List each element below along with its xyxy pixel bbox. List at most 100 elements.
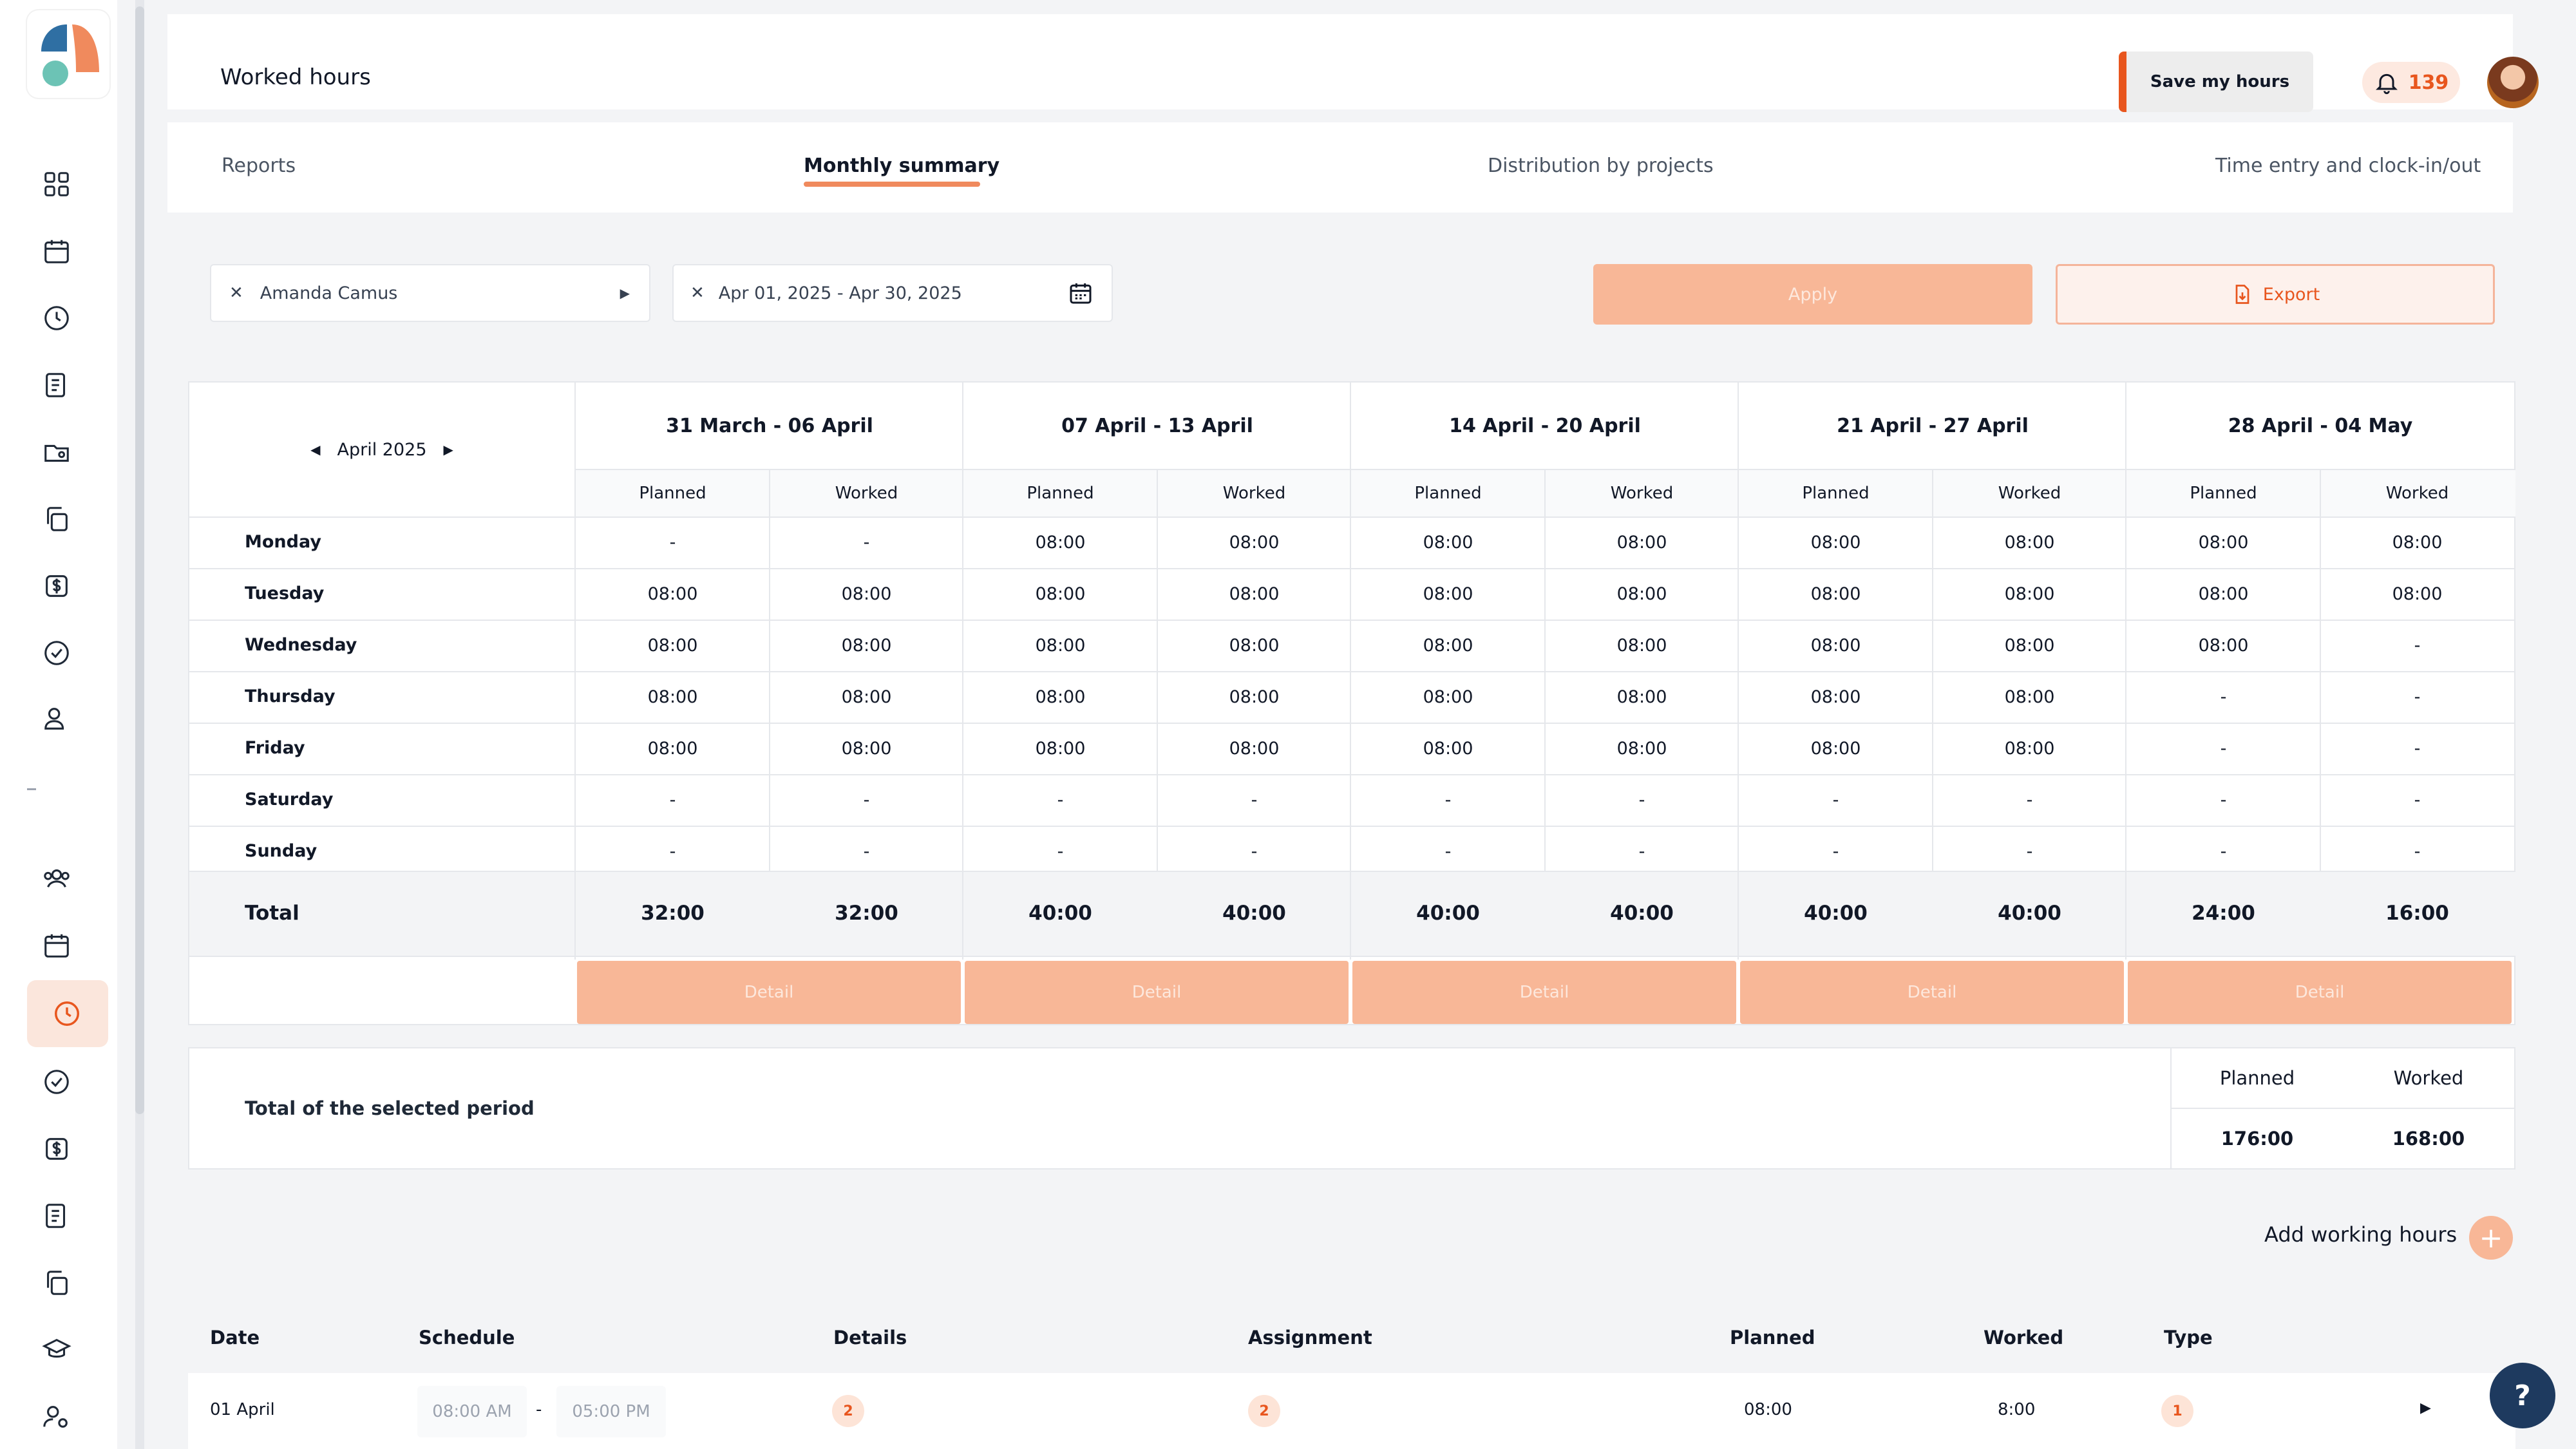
week-detail-button[interactable]: Detail: [965, 961, 1349, 1024]
week-header: 21 April - 27 April: [1837, 414, 2029, 437]
user-settings-icon[interactable]: [37, 699, 76, 738]
export-label: Export: [2262, 284, 2320, 305]
tab-distribution-by-projects[interactable]: Distribution by projects: [1488, 155, 1714, 177]
planned-hours-cell: 08:00: [1810, 635, 1861, 656]
subheader-background: [576, 470, 2515, 518]
dashboard-icon[interactable]: [37, 165, 76, 204]
worked-hours-cell: -: [863, 841, 870, 862]
user-select[interactable]: ✕ Amanda Camus ▶: [210, 264, 650, 322]
worked-hours-cell: 08:00: [841, 738, 892, 759]
notifications-button[interactable]: 139: [2362, 62, 2460, 103]
worked-hours-cell: -: [1638, 841, 1645, 862]
date-range-field[interactable]: ✕ Apr 01, 2025 - Apr 30, 2025: [672, 264, 1113, 322]
day-label: Friday: [245, 738, 305, 758]
help-button[interactable]: ?: [2490, 1363, 2555, 1428]
week-detail-button[interactable]: Detail: [1740, 961, 2124, 1024]
schedule-end-input[interactable]: 05:00 PM: [556, 1386, 666, 1437]
clock-icon[interactable]: [48, 994, 86, 1033]
scrollbar-thumb[interactable]: [135, 6, 144, 1114]
period-worked-value: 168:00: [2392, 1128, 2465, 1150]
week-detail-button[interactable]: Detail: [577, 961, 961, 1024]
report-icon[interactable]: [37, 1197, 76, 1235]
table-row[interactable]: 01 April 08:00 AM - 05:00 PM 2 2 08:00 8…: [188, 1373, 2515, 1449]
planned-hours-cell: -: [2220, 790, 2227, 810]
add-working-hours-label[interactable]: Add working hours: [2264, 1222, 2458, 1247]
column-header-type: Type: [2164, 1327, 2213, 1349]
planned-hours-cell: -: [1832, 841, 1839, 862]
caret-right-icon: ▶: [620, 285, 630, 301]
save-hours-button[interactable]: Save my hours: [2119, 52, 2313, 112]
planned-hours-cell: -: [669, 790, 676, 810]
dollar-icon[interactable]: [37, 567, 76, 605]
apply-button[interactable]: Apply: [1593, 264, 2032, 325]
planned-hours-cell: 08:00: [1035, 738, 1086, 759]
worked-hours-cell: 08:00: [841, 583, 892, 604]
day-label: Tuesday: [245, 583, 325, 603]
worked-hours-cell: -: [2414, 687, 2421, 707]
add-working-hours-button[interactable]: +: [2469, 1216, 2513, 1260]
grid-line: [2320, 470, 2321, 871]
team-icon[interactable]: [37, 859, 76, 898]
week-header: 14 April - 20 April: [1449, 414, 1641, 437]
total-worked-cell: 40:00: [1222, 902, 1286, 925]
grid-line: [576, 469, 2515, 470]
entries-table-header: Date Schedule Details Assignment Planned…: [188, 1302, 2515, 1373]
worked-hours-cell: -: [2414, 841, 2421, 862]
planned-hours-cell: -: [2220, 687, 2227, 707]
week-detail-button[interactable]: Detail: [2128, 961, 2512, 1024]
tab-reports[interactable]: Reports: [222, 155, 296, 177]
planned-hours-cell: 08:00: [1810, 583, 1861, 604]
worked-hours-cell: 08:00: [1229, 738, 1280, 759]
app-logo[interactable]: [27, 10, 109, 98]
total-planned-cell: 40:00: [1804, 902, 1868, 925]
dollar-icon[interactable]: [37, 1130, 76, 1168]
clear-user-icon[interactable]: ✕: [229, 283, 243, 303]
next-month-icon[interactable]: ▶: [443, 442, 453, 457]
page-scrollbar[interactable]: [135, 0, 144, 1449]
grid-line: [189, 826, 2515, 827]
folder-user-icon[interactable]: [37, 433, 76, 471]
copy-icon[interactable]: [37, 500, 76, 538]
calendar-icon[interactable]: [1068, 280, 1094, 306]
planned-hours-cell: 08:00: [647, 738, 698, 759]
copy-icon[interactable]: [37, 1264, 76, 1302]
calendar-icon[interactable]: [37, 232, 76, 270]
column-header-details: Details: [833, 1327, 907, 1349]
language-selector[interactable]: EN: [2573, 57, 2576, 108]
clock-icon[interactable]: [37, 299, 76, 337]
planned-hours-cell: -: [1057, 790, 1064, 810]
assignment-count-badge[interactable]: 2: [1248, 1395, 1280, 1427]
total-planned-cell: 24:00: [2192, 902, 2255, 925]
total-worked-cell: 40:00: [1998, 902, 2061, 925]
week-detail-button[interactable]: Detail: [1352, 961, 1736, 1024]
report-icon[interactable]: [37, 366, 76, 404]
schedule-start-input[interactable]: 08:00 AM: [417, 1386, 527, 1437]
calendar-icon[interactable]: [37, 926, 76, 965]
user-gear-icon[interactable]: [37, 1397, 76, 1436]
planned-column-header: Planned: [2190, 484, 2257, 503]
worked-column-header: Worked: [835, 484, 898, 503]
user-select-value: Amanda Camus: [260, 283, 398, 303]
period-divider: [2170, 1108, 2514, 1109]
total-label: Total: [245, 902, 299, 925]
month-label: April 2025: [337, 439, 427, 460]
grid-line: [1544, 470, 1546, 871]
expand-row-icon[interactable]: ▶: [2420, 1400, 2431, 1416]
page-title: Worked hours: [220, 64, 371, 90]
check-circle-icon[interactable]: [37, 1063, 76, 1101]
tab-time-entry[interactable]: Time entry and clock-in/out: [2215, 155, 2481, 177]
details-count-badge[interactable]: 2: [832, 1395, 864, 1427]
worked-hours-cell: 08:00: [1229, 635, 1280, 656]
prev-month-icon[interactable]: ◀: [310, 442, 321, 457]
tab-monthly-summary[interactable]: Monthly summary: [804, 155, 1000, 177]
period-label: Total of the selected period: [245, 1097, 535, 1119]
worked-hours-cell: -: [1638, 790, 1645, 810]
grid-line: [189, 620, 2515, 621]
day-label: Wednesday: [245, 635, 357, 655]
type-count-badge[interactable]: 1: [2161, 1395, 2193, 1427]
export-button[interactable]: Export: [2056, 264, 2495, 325]
graduation-cap-icon[interactable]: [37, 1331, 76, 1369]
user-avatar[interactable]: [2487, 57, 2539, 108]
clear-date-icon[interactable]: ✕: [690, 283, 705, 303]
check-circle-icon[interactable]: [37, 634, 76, 672]
